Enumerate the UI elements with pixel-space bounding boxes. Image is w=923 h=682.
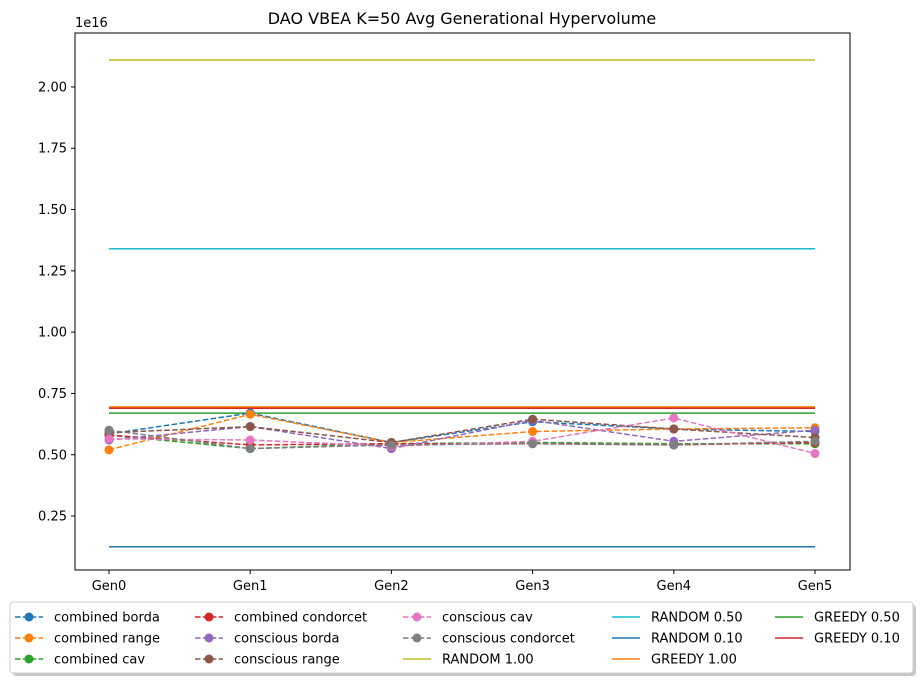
x-tick-label: Gen4 xyxy=(657,579,692,594)
legend-label: GREEDY 0.50 xyxy=(814,611,900,626)
data-point xyxy=(810,436,820,446)
y-tick-label: 0.50 xyxy=(38,448,67,463)
legend-swatch-marker xyxy=(204,654,214,664)
legend-box xyxy=(9,601,914,674)
legend-swatch-marker xyxy=(412,612,422,622)
legend-label: conscious range xyxy=(234,653,340,668)
data-point xyxy=(104,425,114,435)
legend-label: conscious cav xyxy=(442,611,533,626)
legend-swatch-marker xyxy=(204,612,214,622)
legend: combined borda combined range combined cav… xyxy=(9,601,916,676)
data-point xyxy=(669,440,679,450)
data-point xyxy=(245,409,255,419)
plot-area xyxy=(75,33,850,570)
legend-swatch-marker xyxy=(412,633,422,643)
legend-label: combined condorcet xyxy=(234,611,367,626)
data-point xyxy=(245,444,255,454)
legend-label: conscious condorcet xyxy=(442,632,575,647)
data-point xyxy=(528,414,538,424)
x-tick-label: Gen1 xyxy=(233,579,268,594)
data-point xyxy=(245,435,255,445)
x-tick-label: Gen2 xyxy=(374,579,409,594)
data-point xyxy=(245,422,255,432)
legend-swatch-marker xyxy=(24,633,34,643)
series-line-combined-range xyxy=(108,413,816,451)
legend-entry-conscious-range: conscious range xyxy=(195,653,340,668)
data-point xyxy=(104,445,114,455)
legend-entry-combined-condorcet: combined condorcet xyxy=(195,611,367,626)
y-tick-label: 2.00 xyxy=(38,80,67,95)
legend-label: combined borda xyxy=(54,611,160,626)
y-tick-label: 1.75 xyxy=(38,142,67,157)
legend-entry-random-1-00: RANDOM 1.00 xyxy=(403,653,534,668)
y-tick-label: 1.50 xyxy=(38,203,67,218)
legend-swatch-marker xyxy=(24,654,34,664)
legend-label: RANDOM 0.50 xyxy=(651,611,743,626)
legend-entry-conscious-condorcet: conscious condorcet xyxy=(403,632,575,647)
series-layer xyxy=(104,59,820,548)
x-tick-label: Gen0 xyxy=(92,579,127,594)
y-tick-label: 0.25 xyxy=(38,510,67,525)
legend-label: RANDOM 0.10 xyxy=(651,632,743,647)
y-tick-label: 0.75 xyxy=(38,387,67,402)
data-point xyxy=(669,413,679,423)
legend-label: GREEDY 1.00 xyxy=(651,653,737,668)
legend-label: combined range xyxy=(54,632,160,647)
legend-entry-greedy-1-00: GREEDY 1.00 xyxy=(612,653,737,668)
legend-label: combined cav xyxy=(54,653,145,668)
legend-entry-greedy-0-50: GREEDY 0.50 xyxy=(775,611,900,626)
y-tick-label: 1.00 xyxy=(38,326,67,341)
data-point xyxy=(528,426,538,436)
legend-entry-combined-cav: combined cav xyxy=(15,653,145,668)
legend-entry-conscious-cav: conscious cav xyxy=(403,611,533,626)
legend-entry-greedy-0-10: GREEDY 0.10 xyxy=(775,632,900,647)
legend-entry-combined-borda: combined borda xyxy=(15,611,160,626)
data-point xyxy=(810,425,820,435)
chart-title: DAO VBEA K=50 Avg Generational Hypervolu… xyxy=(268,9,656,28)
legend-entry-random-0-50: RANDOM 0.50 xyxy=(612,611,743,626)
x-tick-label: Gen3 xyxy=(515,579,550,594)
legend-entry-random-0-10: RANDOM 0.10 xyxy=(612,632,743,647)
data-point xyxy=(104,434,114,444)
legend-swatch-marker xyxy=(24,612,34,622)
data-point xyxy=(386,440,396,450)
legend-entry-combined-range: combined range xyxy=(15,632,160,647)
series-line-conscious-condorcet xyxy=(108,429,816,450)
x-tick-label: Gen5 xyxy=(798,579,833,594)
legend-label: GREEDY 0.10 xyxy=(814,632,900,647)
y-axis-ticks: 0.25 0.50 0.75 1.00 1.25 1.50 1.75 2.00 xyxy=(38,80,75,525)
x-axis-ticks: Gen0 Gen1 Gen2 Gen3 Gen4 Gen5 xyxy=(92,570,833,594)
plot-frame xyxy=(74,32,851,571)
data-point xyxy=(528,439,538,449)
series-conscious-condorcet xyxy=(104,425,820,454)
legend-label: conscious borda xyxy=(234,632,340,647)
data-point xyxy=(810,449,820,459)
y-axis-multiplier: 1e16 xyxy=(75,16,108,31)
data-point xyxy=(669,424,679,434)
legend-label: RANDOM 1.00 xyxy=(442,653,534,668)
y-tick-label: 1.25 xyxy=(38,264,67,279)
legend-swatch-marker xyxy=(204,633,214,643)
legend-entry-conscious-borda: conscious borda xyxy=(195,632,340,647)
series-line-conscious-borda xyxy=(108,419,816,450)
